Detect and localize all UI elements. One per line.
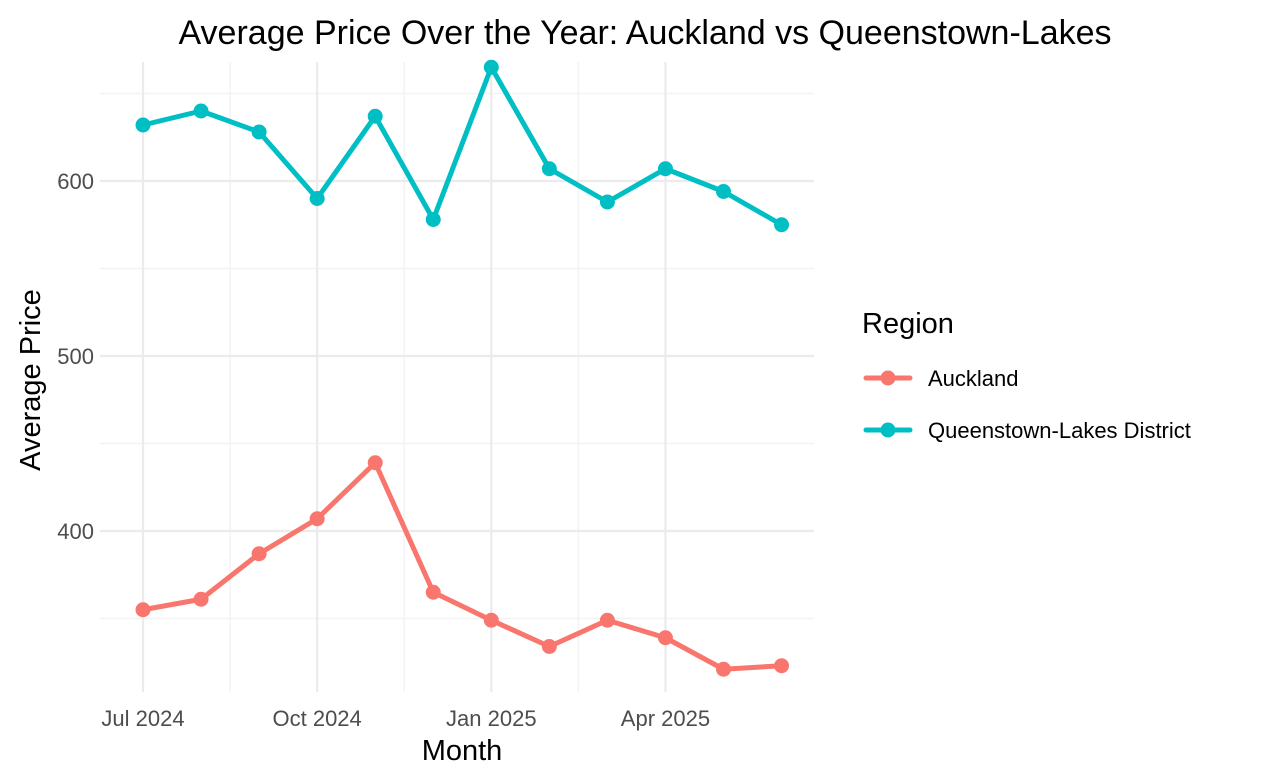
x-tick-label: Jan 2025 bbox=[446, 706, 537, 731]
y-axis-ticks: 400 500 600 bbox=[57, 169, 94, 544]
y-axis-title: Average Price bbox=[15, 289, 47, 471]
legend: Region Auckland Queenstown-Lakes District bbox=[862, 308, 1191, 443]
y-tick-label: 500 bbox=[57, 344, 94, 369]
data-point bbox=[251, 124, 267, 140]
data-point bbox=[367, 455, 383, 471]
series-line bbox=[140, 460, 785, 672]
data-point bbox=[367, 108, 383, 124]
x-tick-label: Apr 2025 bbox=[621, 706, 710, 731]
data-point bbox=[193, 591, 209, 607]
data-point bbox=[774, 658, 790, 674]
data-point bbox=[309, 511, 325, 527]
legend-label: Auckland bbox=[928, 366, 1019, 391]
x-axis-ticks: Jul 2024 Oct 2024 Jan 2025 Apr 2025 bbox=[101, 706, 710, 731]
data-point bbox=[541, 161, 557, 177]
legend-key-point bbox=[880, 370, 896, 386]
legend-label: Queenstown-Lakes District bbox=[928, 418, 1191, 443]
legend-key-point bbox=[880, 422, 896, 438]
data-point bbox=[599, 194, 615, 210]
data-point bbox=[774, 217, 790, 233]
legend-title: Region bbox=[862, 308, 954, 340]
data-point bbox=[193, 103, 209, 119]
data-point bbox=[716, 661, 731, 677]
y-tick-label: 600 bbox=[57, 169, 94, 194]
x-tick-label: Oct 2024 bbox=[273, 706, 362, 731]
series-group bbox=[135, 59, 790, 233]
x-axis-title: Month bbox=[422, 735, 503, 767]
data-point bbox=[425, 212, 441, 227]
data-point bbox=[716, 184, 731, 199]
data-point bbox=[657, 630, 673, 646]
data-point bbox=[251, 546, 267, 562]
series-line bbox=[140, 64, 785, 228]
data-point bbox=[541, 639, 557, 654]
data-point bbox=[135, 602, 151, 618]
data-point bbox=[135, 117, 151, 133]
data-point bbox=[425, 584, 441, 600]
data-point bbox=[483, 612, 499, 628]
data-point bbox=[657, 161, 673, 177]
chart-title: Average Price Over the Year: Auckland vs… bbox=[178, 14, 1111, 52]
data-point bbox=[599, 612, 615, 628]
data-point bbox=[483, 59, 499, 75]
x-tick-label: Jul 2024 bbox=[101, 706, 184, 731]
series-layer bbox=[135, 59, 790, 677]
data-point bbox=[309, 191, 325, 206]
y-tick-label: 400 bbox=[57, 519, 94, 544]
series-group bbox=[135, 455, 790, 677]
